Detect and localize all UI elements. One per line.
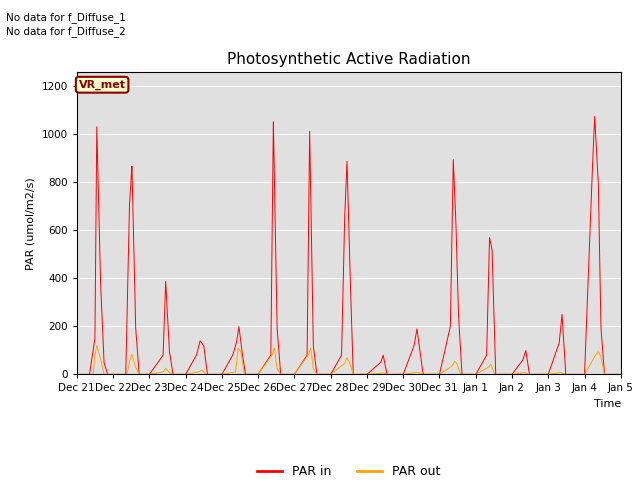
Text: No data for f_Diffuse_2: No data for f_Diffuse_2 <box>6 26 126 37</box>
X-axis label: Time: Time <box>593 399 621 409</box>
Title: Photosynthetic Active Radiation: Photosynthetic Active Radiation <box>227 52 470 67</box>
Text: VR_met: VR_met <box>79 80 125 90</box>
Y-axis label: PAR (umol/m2/s): PAR (umol/m2/s) <box>26 177 36 270</box>
Legend: PAR in, PAR out: PAR in, PAR out <box>252 460 445 480</box>
Text: No data for f_Diffuse_1: No data for f_Diffuse_1 <box>6 12 126 23</box>
